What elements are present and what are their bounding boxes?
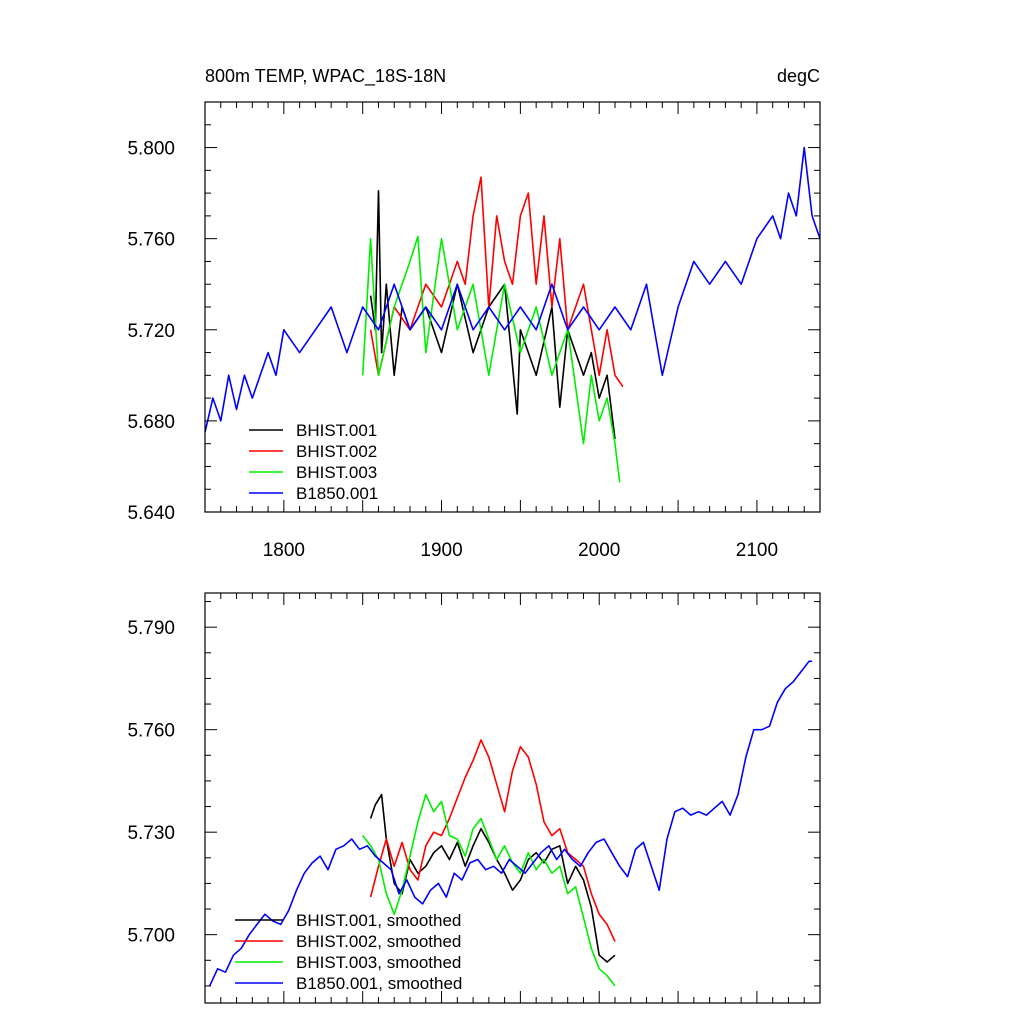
bottom-legend: BHIST.001, smoothed BHIST.002, smoothed BH… [235,911,462,993]
top-panel: 800m TEMP, WPAC_18S-18N degC 1800 1900 200… [127,66,821,561]
y-tick-label: 5.760 [127,721,175,742]
series-line-bhist-003 [361,235,621,483]
legend-label: B1850.001 [296,484,378,503]
legend-label: BHIST.001, smoothed [296,911,461,930]
x-tick-label: 1900 [420,540,462,561]
top-plot-area: 1800 1900 2000 2100 5.640 5.680 5.720 5.760 5.80… [127,101,821,561]
y-tick-label: 5.790 [127,618,175,639]
y-tick-label: 5.760 [127,230,175,251]
series-line-b1850-001-smoothed [208,660,813,987]
series-line-b1850-001 [205,146,820,433]
top-legend: BHIST.001 BHIST.002 BHIST.003 B1850.001 [249,421,378,503]
x-tick-label: 2000 [578,540,620,561]
x-tick-label: 1800 [263,540,305,561]
y-tick-label: 5.730 [127,823,175,844]
bottom-panel: 5.700 5.730 5.760 5.790 BHIST.001, smoothed… [127,592,821,1004]
top-chart-units: degC [777,66,820,86]
legend-label: BHIST.003, smoothed [296,953,461,972]
x-tick-label: 2100 [736,540,778,561]
y-tick-label: 5.680 [127,412,175,433]
plot-frame [204,592,821,1004]
y-tick-label: 5.700 [127,926,175,947]
legend-label: B1850.001, smoothed [296,974,462,993]
legend-label: BHIST.002 [296,442,377,461]
bottom-plot-area: 5.700 5.730 5.760 5.790 [127,592,821,1004]
y-tick-label: 5.720 [127,321,175,342]
y-tick-label: 5.640 [127,503,175,524]
legend-label: BHIST.003 [296,463,377,482]
top-chart-title: 800m TEMP, WPAC_18S-18N [205,66,446,87]
legend-label: BHIST.001 [296,421,377,440]
legend-label: BHIST.002, smoothed [296,932,461,951]
series-line-bhist-002 [369,176,624,388]
series-line-bhist-003-smoothed [362,793,616,987]
series-line-bhist-002-smoothed [369,739,616,942]
y-tick-label: 5.800 [127,139,175,160]
